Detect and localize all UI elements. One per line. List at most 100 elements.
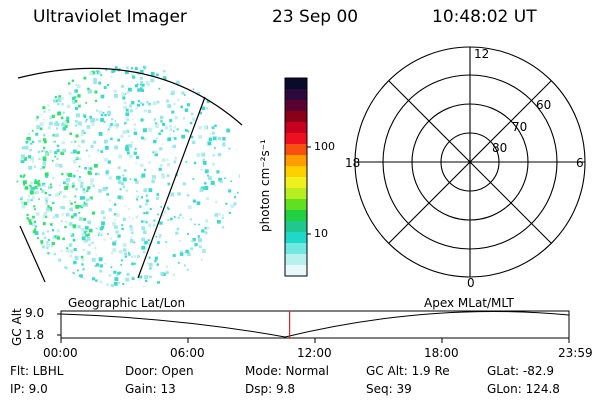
aurora-pixel [43,133,46,137]
colorbar-band [285,122,307,134]
aurora-pixel [56,144,60,148]
aurora-pixel [158,222,161,225]
aurora-pixel [107,128,110,131]
aurora-pixel [112,69,116,73]
aurora-pixel [206,100,210,104]
aurora-pixel [81,236,86,241]
aurora-pixel [128,253,131,256]
aurora-pixel [156,196,159,200]
aurora-pixel [110,123,114,126]
aurora-pixel [215,201,218,204]
aurora-pixel [83,240,86,244]
aurora-pixel [194,243,198,247]
aurora-pixel [115,213,120,217]
aurora-pixel [42,106,46,110]
aurora-pixel [192,199,196,203]
aurora-pixel [129,109,133,113]
aurora-pixel [69,249,74,254]
aurora-pixel [161,175,166,179]
aurora-pixel [113,270,117,274]
aurora-pixel [52,140,56,143]
aurora-pixel [107,160,111,164]
colorbar-band [285,133,307,145]
aurora-pixel [129,154,133,159]
aurora-pixel [237,191,239,194]
aurora-pixel [204,186,209,190]
aurora-pixel [88,154,91,157]
aurora-pixel [103,121,106,123]
aurora-pixel [158,167,162,171]
aurora-pixel [114,225,118,229]
aurora-pixel [128,208,130,210]
aurora-pixel [60,220,63,223]
aurora-pixel [214,213,218,217]
aurora-pixel [76,84,81,89]
aurora-pixel [94,246,97,250]
aurora-pixel [92,184,95,188]
aurora-pixel [125,108,129,112]
aurora-pixel [169,119,173,123]
aurora-pixel [96,118,99,121]
polar-diagonal-2 [388,80,552,244]
aurora-pixel [42,214,47,219]
aurora-pixel [147,239,150,242]
aurora-pixel [144,240,148,245]
aurora-pixel [117,271,121,275]
aurora-pixel [94,163,98,168]
colorbar-band [285,100,307,112]
aurora-pixel [167,208,170,211]
colorbar-frame [284,77,308,277]
aurora-pixel [140,163,144,167]
aurora-pixel [52,134,55,137]
aurora-pixel [104,139,108,144]
aurora-pixel [78,165,81,168]
aurora-pixel [95,172,98,176]
aurora-pixel [142,250,146,254]
aurora-pixel [86,189,89,192]
aurora-pixel [133,151,137,155]
aurora-pixel [162,272,166,276]
aurora-pixel [46,230,49,233]
aurora-pixel [30,142,33,145]
aurora-pixel [136,103,140,107]
aurora-pixel [73,238,76,242]
aurora-pixel [45,197,48,200]
aurora-pixel [160,120,163,123]
colorbar-band [285,199,307,211]
aurora-pixel [43,149,46,152]
aurora-pixel [55,192,59,197]
aurora-pixel [77,178,80,181]
aurora-pixel [183,117,185,120]
aurora-pixel [36,186,39,189]
xtick-label-0000: 00:00 [43,346,78,360]
aurora-pixel [97,172,100,175]
aurora-pixel [143,188,148,193]
dsp-status: Dsp: 9.8 [245,382,296,396]
aurora-pixel [214,147,216,149]
aurora-pixel [43,110,46,113]
aurora-pixel [133,262,136,265]
aurora-pixel [76,151,80,154]
aurora-pixel [74,140,77,143]
aurora-pixel [139,205,142,208]
aurora-pixel [122,217,127,221]
aurora-pixel [145,221,148,224]
aurora-pixel [34,228,37,231]
aurora-pixel [45,201,49,205]
aurora-pixel [33,232,36,235]
colorbar [285,78,307,277]
aurora-pixel [120,259,123,262]
aurora-pixel [27,155,32,159]
aurora-pixel [39,184,42,187]
colorbar-band [285,155,307,167]
aurora-pixel [233,202,237,206]
aurora-pixel [90,199,92,201]
aurora-pixel [175,231,179,235]
aurora-pixel [23,183,25,186]
mode-status: Mode: Normal [245,364,329,378]
aurora-pixel [82,268,85,271]
aurora-pixel [100,94,105,99]
aurora-pixel [167,104,172,109]
aurora-pixel [53,99,56,103]
